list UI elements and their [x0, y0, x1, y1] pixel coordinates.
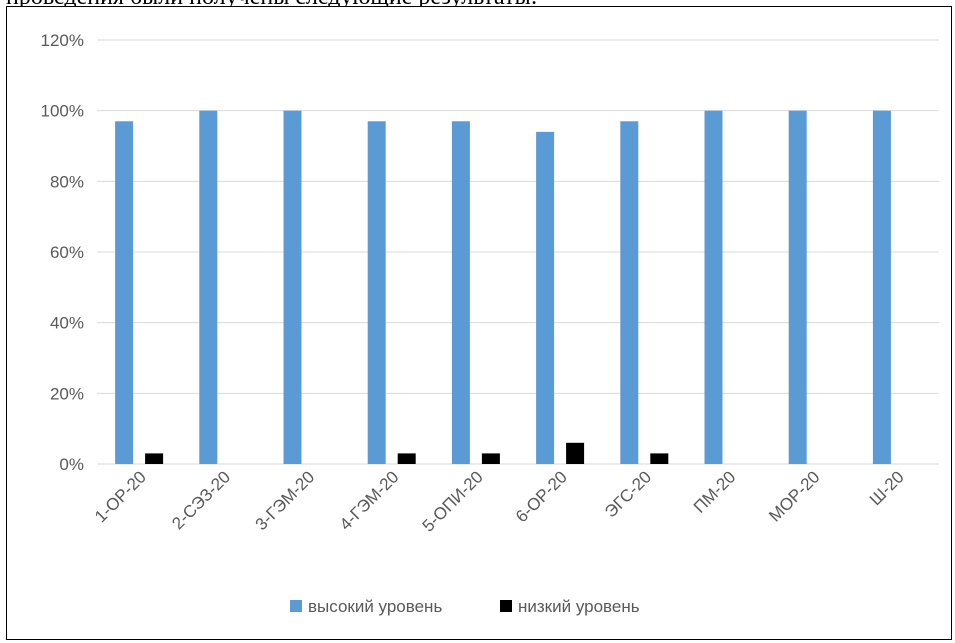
bar-high — [283, 110, 302, 465]
bar-low — [566, 442, 585, 464]
x-category-label: ПМ-20 — [690, 467, 739, 516]
x-category-label: 2-СЭЗ-20 — [168, 467, 234, 533]
bar-high — [115, 121, 134, 465]
bar-low — [397, 453, 416, 464]
bar-low — [145, 453, 164, 464]
x-category-label: 3-ГЭМ-20 — [252, 467, 319, 534]
y-tick-label: 20% — [50, 384, 84, 403]
x-axis-labels: 1-ОР-20 2-СЭЗ-20 3-ГЭМ-20 4-ГЭМ-20 5-ОПИ-20 6… — [91, 467, 908, 535]
x-category-label: 6-ОР-20 — [512, 467, 571, 526]
y-tick-label: 0% — [59, 455, 84, 474]
legend-swatch — [500, 600, 512, 612]
intro-text: проведения были получены следующие резул… — [6, 0, 537, 11]
bars — [115, 110, 891, 465]
bar-chart: 0% 20% 40% 60% 80% 100% 120% 1-ОР-20 2-СЭЗ-20 3-… — [41, 31, 939, 616]
x-category-label: Ш-20 — [866, 467, 908, 509]
y-tick-label: 40% — [50, 314, 84, 333]
bar-high — [451, 121, 470, 465]
bar-high — [367, 121, 386, 465]
x-category-label: 1-ОР-20 — [91, 467, 150, 526]
bar-high — [704, 110, 723, 465]
gridlines — [97, 39, 939, 465]
bar-low — [650, 453, 669, 464]
bar-high — [620, 121, 639, 465]
y-tick-label: 60% — [50, 243, 84, 262]
legend-label: высокий уровень — [308, 597, 442, 616]
x-category-label: МОР-20 — [765, 467, 823, 525]
x-category-label: 4-ГЭМ-20 — [336, 467, 403, 534]
y-tick-label: 120% — [41, 31, 84, 50]
bar-high — [872, 110, 891, 465]
bar-high — [788, 110, 807, 465]
bar-high — [199, 110, 218, 465]
legend-swatch — [290, 600, 302, 612]
chart-frame: 0% 20% 40% 60% 80% 100% 120% 1-ОР-20 2-СЭЗ-20 3-… — [6, 6, 952, 640]
x-category-label: 5-ОПИ-20 — [419, 467, 487, 535]
y-tick-label: 80% — [50, 172, 84, 191]
y-axis-ticks: 0% 20% 40% 60% 80% 100% 120% — [41, 31, 84, 474]
x-category-label: ЭГС-20 — [601, 467, 655, 521]
legend: высокий уровень низкий уровень — [290, 597, 640, 616]
y-tick-label: 100% — [41, 102, 84, 121]
bar-high — [536, 131, 555, 464]
bar-low — [481, 453, 500, 464]
legend-label: низкий уровень — [518, 597, 640, 616]
